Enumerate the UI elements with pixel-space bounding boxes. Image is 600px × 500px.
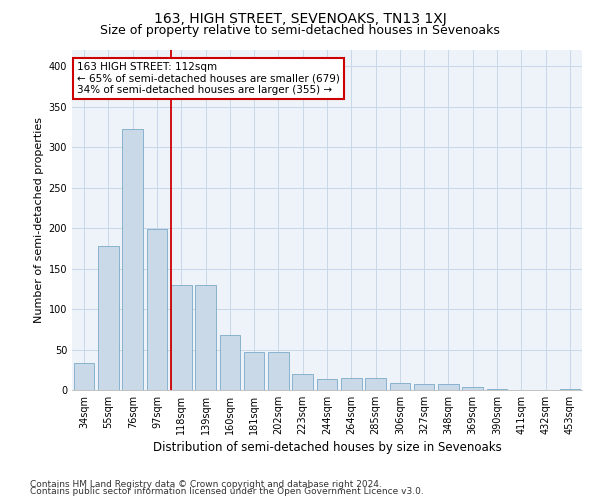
Bar [487,389,508,390]
Text: 163 HIGH STREET: 112sqm
← 65% of semi-detached houses are smaller (679)
34% of s: 163 HIGH STREET: 112sqm ← 65% of semi-de… [77,62,340,95]
Text: Size of property relative to semi-detached houses in Sevenoaks: Size of property relative to semi-detach… [100,24,500,37]
Bar [560,389,580,390]
Bar [438,384,459,390]
Bar [171,285,191,390]
Bar [365,378,386,390]
Text: Contains public sector information licensed under the Open Government Licence v3: Contains public sector information licen… [30,487,424,496]
Bar [122,128,143,390]
Bar [292,374,313,390]
Bar [317,378,337,390]
Bar [389,382,410,390]
Text: Contains HM Land Registry data © Crown copyright and database right 2024.: Contains HM Land Registry data © Crown c… [30,480,382,489]
Bar [146,229,167,390]
Bar [195,285,216,390]
Bar [268,352,289,390]
Bar [414,384,434,390]
Bar [98,246,119,390]
Text: 163, HIGH STREET, SEVENOAKS, TN13 1XJ: 163, HIGH STREET, SEVENOAKS, TN13 1XJ [154,12,446,26]
Bar [341,378,362,390]
Bar [220,335,240,390]
Bar [463,387,483,390]
Bar [74,364,94,390]
Y-axis label: Number of semi-detached properties: Number of semi-detached properties [34,117,44,323]
X-axis label: Distribution of semi-detached houses by size in Sevenoaks: Distribution of semi-detached houses by … [152,441,502,454]
Bar [244,352,265,390]
